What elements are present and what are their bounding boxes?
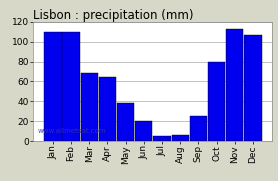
Bar xyxy=(135,121,152,141)
Bar xyxy=(226,29,243,141)
Bar xyxy=(63,32,80,141)
Bar xyxy=(117,103,134,141)
Bar xyxy=(208,62,225,141)
Bar xyxy=(190,116,207,141)
Text: Lisbon : precipitation (mm): Lisbon : precipitation (mm) xyxy=(33,9,194,22)
Bar xyxy=(81,73,98,141)
Bar xyxy=(244,35,262,141)
Bar xyxy=(172,135,189,141)
Bar xyxy=(44,32,61,141)
Text: www.allmetsat.com: www.allmetsat.com xyxy=(38,128,107,134)
Bar xyxy=(153,136,171,141)
Bar xyxy=(99,77,116,141)
